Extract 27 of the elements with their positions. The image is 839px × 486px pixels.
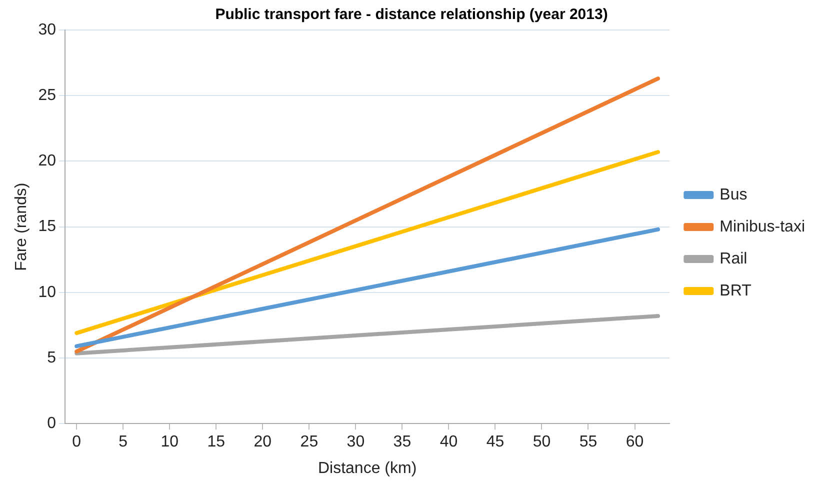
x-tick-label: 20: [254, 434, 272, 451]
x-tick-label: 55: [579, 434, 598, 451]
x-tick-label: 50: [532, 434, 551, 451]
x-tick-label: 30: [346, 434, 365, 451]
x-tick-label: 10: [160, 434, 179, 451]
x-tick-label: 60: [626, 434, 644, 451]
x-tick-label: 0: [72, 434, 82, 451]
chart-title: Public transport fare - distance relationship (year 2013): [215, 6, 608, 24]
y-tick-label: 30: [38, 21, 56, 38]
y-tick-label: 15: [38, 218, 56, 236]
x-tick-label: 45: [486, 434, 504, 451]
y-tick-label: 20: [38, 152, 56, 170]
x-tick-label: 40: [440, 434, 458, 451]
legend-label: BRT: [720, 282, 752, 300]
legend-label: Minibus-taxi: [720, 218, 805, 236]
x-tick-label: 5: [118, 434, 128, 451]
y-tick-label: 5: [47, 349, 56, 366]
y-axis-title: Fare (rands): [13, 182, 30, 271]
legend-label: Bus: [720, 186, 748, 204]
x-axis-title: Distance (km): [318, 460, 417, 477]
legend-label: Rail: [720, 250, 748, 268]
x-tick-label: 35: [393, 434, 412, 451]
y-tick-label: 0: [47, 415, 56, 432]
x-tick-label: 25: [300, 434, 318, 451]
y-tick-label: 10: [38, 284, 56, 301]
x-tick-label: 15: [207, 434, 226, 451]
y-tick-label: 25: [38, 87, 56, 104]
